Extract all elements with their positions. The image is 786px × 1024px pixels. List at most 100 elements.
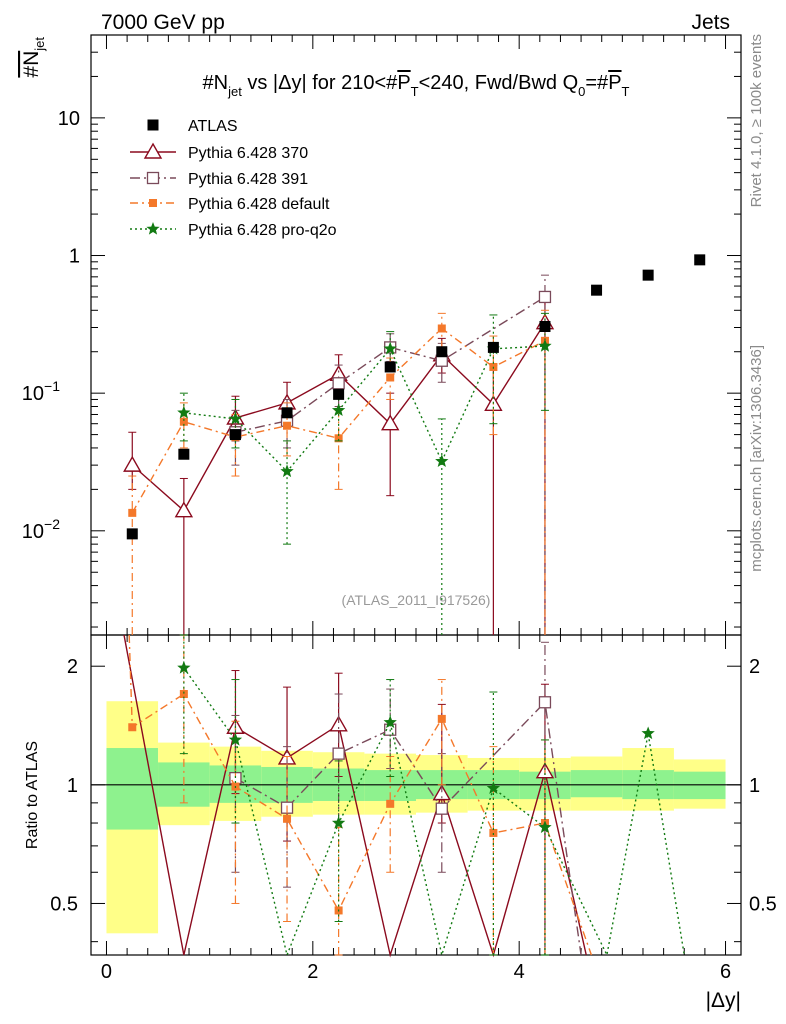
data-point — [179, 417, 188, 426]
atlas-point — [487, 341, 499, 353]
y-tick-label: 10−1 — [22, 378, 60, 405]
data-point — [123, 455, 142, 472]
data-point — [437, 324, 446, 333]
header-category: Jets — [691, 11, 730, 34]
data-point — [386, 373, 395, 382]
ratio-line — [128, 634, 593, 956]
legend-entry: Pythia 6.428 default — [130, 196, 330, 213]
legend-marker — [149, 199, 157, 207]
ratio-tick-label-left: 1 — [67, 775, 78, 797]
ratio-point — [641, 726, 655, 740]
atlas-point — [436, 346, 448, 358]
ratio-point — [228, 732, 243, 746]
title-part-c: P — [397, 72, 410, 94]
main-series — [123, 254, 706, 635]
ratio-point — [437, 714, 446, 723]
legend-label: ATLAS — [188, 118, 238, 135]
ratio-point — [435, 802, 448, 815]
y-tick-label-exp: −2 — [44, 516, 60, 532]
data-point — [538, 339, 552, 352]
atlas-point — [126, 528, 138, 540]
x-tick-label: 4 — [514, 961, 525, 983]
data-point — [280, 464, 294, 478]
ratio-point — [383, 715, 397, 729]
atlas-point — [539, 321, 551, 333]
title-part-e: =# — [585, 72, 609, 94]
ratio-point — [432, 784, 452, 801]
y-tick-label-exp: −1 — [44, 378, 60, 394]
ratio-line — [183, 667, 685, 958]
atlas-point — [178, 448, 190, 460]
series-atlas — [126, 254, 706, 540]
legend-label: Pythia 6.428 pro-q2o — [188, 222, 337, 239]
data-point — [283, 421, 292, 430]
ratio-y-axis-label: Ratio to ATLAS — [24, 741, 41, 849]
ratio-point — [489, 828, 498, 837]
y-tick-label: 10 — [58, 108, 80, 130]
title-part-a: #N — [203, 72, 229, 94]
ratio-point — [538, 820, 552, 834]
data-point — [174, 501, 194, 518]
ratio-point — [179, 690, 188, 699]
data-point — [538, 290, 552, 304]
ratio-point — [386, 799, 395, 808]
title-sub-t2: T — [622, 84, 630, 99]
atlas-point — [229, 429, 241, 441]
series-line — [183, 345, 546, 473]
data-point — [380, 414, 400, 431]
title-sub-0: 0 — [578, 84, 585, 99]
atlas-point — [694, 254, 706, 266]
ratio-point — [329, 715, 348, 732]
ratio-point — [331, 816, 346, 829]
ratio-point — [177, 660, 191, 674]
y-tick-label: 1 — [69, 246, 80, 268]
title-part-f: P — [608, 72, 621, 94]
data-point — [128, 508, 137, 517]
legend-marker — [147, 119, 159, 131]
data-point — [332, 377, 345, 390]
ratio-tick-label-right: 2 — [749, 656, 760, 678]
data-point — [228, 411, 243, 425]
mcplots-label: mcplots.cern.ch [arXiv:1306.3436] — [748, 345, 765, 572]
chart-title: #Njet vs |Δy| for 210<#PT<240, Fwd/Bwd Q… — [203, 72, 630, 99]
y-axis-label: #Njet — [20, 37, 47, 78]
atlas-point — [591, 284, 603, 296]
legend-entry: Pythia 6.428 391 — [130, 171, 308, 188]
ratio-tick-label-left: 2 — [67, 656, 78, 678]
legend-entry: ATLAS — [147, 118, 238, 135]
ratio-series — [123, 634, 685, 958]
uncertainty-bands — [91, 701, 741, 934]
rivet-version-label: Rivet 4.1.0, ≥ 100k events — [748, 34, 765, 207]
title-sub-jet: jet — [227, 84, 242, 99]
legend-marker — [143, 142, 163, 159]
x-tick-label: 2 — [307, 961, 318, 983]
title-part-d: <240, Fwd/Bwd Q — [419, 72, 579, 94]
legend-label: Pythia 6.428 default — [188, 196, 330, 213]
data-point — [331, 403, 346, 417]
ratio-axes: 2 2 1 1 0.5 0.5 — [50, 656, 777, 943]
atlas-point — [281, 407, 293, 419]
x-tick-label: 6 — [720, 961, 731, 983]
analysis-watermark: (ATLAS_2011_I917526) — [342, 592, 491, 608]
ratio-tick-label-right: 0.5 — [749, 893, 777, 915]
x-axis-label: |Δy| — [706, 989, 741, 1012]
header-energy: 7000 GeV pp — [101, 11, 225, 34]
x-tick-label: 0 — [101, 961, 112, 983]
data-point — [383, 341, 397, 355]
legend-marker — [146, 171, 160, 185]
ratio-panel — [90, 634, 742, 956]
ratio-tick-label-right: 1 — [749, 775, 760, 797]
y-axis-label-main: #N — [20, 51, 43, 78]
ratio-point — [538, 696, 552, 709]
atlas-point — [642, 269, 654, 281]
legend: ATLAS Pythia 6.428 370 Pythia 6.428 391 Pyt… — [130, 118, 337, 239]
y-tick-label-base: 10 — [22, 521, 44, 543]
ratio-series-pythia-6-428-pro-q2o — [177, 634, 685, 958]
legend-marker — [146, 222, 160, 235]
y-tick-label-base: 10 — [22, 383, 44, 405]
title-sub-t1: T — [411, 84, 419, 99]
ratio-point — [283, 814, 292, 823]
legend-entry: Pythia 6.428 370 — [130, 142, 308, 162]
